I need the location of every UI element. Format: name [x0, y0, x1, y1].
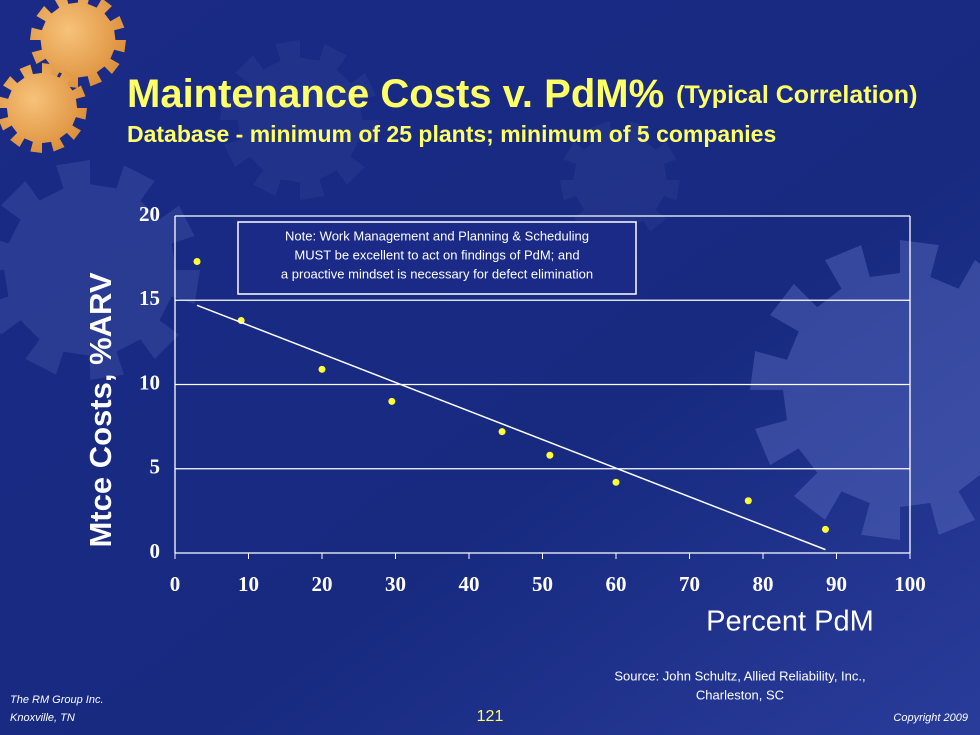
note-box: [237, 221, 637, 295]
x-tick-label: 20: [312, 572, 333, 596]
source: Charleston, SC: [696, 687, 784, 702]
y-tick-label: 20: [139, 202, 160, 226]
trend-line: [196, 304, 826, 551]
x-tick-label: 60: [606, 572, 627, 596]
note: Note: Work Management and Planning & Sch…: [281, 228, 593, 281]
gear: [560, 120, 680, 240]
x-tick-label: 10: [238, 572, 259, 596]
gear: [0, 63, 87, 153]
x-tick-label: 40: [459, 572, 480, 596]
point: [388, 397, 396, 405]
point: [193, 257, 201, 265]
note-line: MUST be excellent to act on findings of …: [294, 247, 579, 262]
x-tick-label: 70: [679, 572, 700, 596]
y-tick-label: 5: [150, 455, 161, 479]
gear: [30, 0, 126, 88]
footer-right: Copyright 2009: [893, 712, 968, 724]
source: Source: John Schultz, Allied Reliability…: [614, 668, 865, 683]
subtitle: Database - minimum of 25 plants; minimum…: [127, 121, 776, 147]
page-number: 121: [477, 708, 504, 725]
gear: [220, 40, 380, 200]
gear: [750, 240, 980, 540]
title-note: (Typical Correlation): [676, 81, 917, 109]
note-line: Note: Work Management and Planning & Sch…: [285, 228, 589, 243]
y-tick-label: 15: [139, 286, 160, 310]
x-axis-label: Percent PdM: [706, 606, 874, 638]
footer-left: Knoxville, TN: [10, 712, 75, 724]
point: [498, 428, 506, 436]
x-tick-label: 30: [385, 572, 406, 596]
x-tick-label: 0: [170, 572, 181, 596]
point: [744, 497, 752, 505]
gear: [0, 160, 200, 380]
x-tick-label: 90: [826, 572, 847, 596]
title: Maintenance Costs v. PdM% (Typical Correl…: [127, 72, 917, 116]
y-tick-label: 10: [139, 370, 160, 394]
point: [821, 525, 829, 533]
point: [546, 451, 554, 459]
y-axis-label: Mtce Costs, %ARV: [83, 272, 118, 547]
point: [612, 478, 620, 486]
title-main: Maintenance Costs v. PdM%: [127, 72, 664, 116]
note-line: a proactive mindset is necessary for def…: [281, 266, 593, 281]
x-tick-label: 80: [753, 572, 774, 596]
point: [318, 365, 326, 373]
x-tick-label: 100: [894, 572, 926, 596]
y-tick-label: 0: [150, 539, 161, 563]
footer-left: The RM Group Inc.: [10, 694, 104, 706]
x-tick-label: 50: [532, 572, 553, 596]
decoration: [0, 0, 980, 540]
